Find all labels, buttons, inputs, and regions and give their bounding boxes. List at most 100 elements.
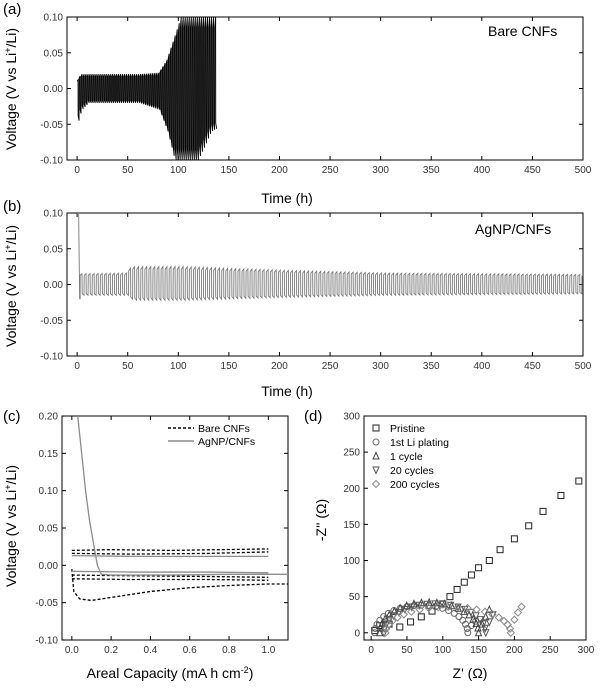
x-tick-label: 50 (401, 645, 413, 656)
nyquist-point (396, 603, 404, 612)
x-tick-label: 200 (271, 165, 288, 176)
legend-label: Bare CNFs (198, 423, 250, 435)
xlabel-d-main: Z' ( (453, 665, 473, 681)
x-tick-label: 100 (170, 361, 187, 372)
x-tick-label: 0 (74, 361, 80, 372)
ylabel-a-sup: + (3, 47, 13, 52)
profile-line-bare-cnfs (71, 578, 269, 581)
y-tick-label: 100 (343, 556, 360, 567)
x-tick-label: 400 (473, 361, 490, 372)
panel-a-label: (a) (3, 1, 21, 18)
x-tick-label: 200 (506, 645, 523, 656)
x-tick-label: 150 (470, 645, 487, 656)
y-tick-label: -0.05 (40, 316, 63, 327)
legend-label: 200 cycles (390, 479, 440, 491)
nyquist-point (407, 618, 415, 626)
nyquist-point (485, 618, 494, 627)
nyquist-point (525, 522, 533, 530)
nyquist-point (539, 507, 547, 515)
nyquist-point (510, 535, 518, 543)
y-tick-label: 0.05 (44, 48, 64, 59)
nyquist-point (443, 602, 453, 611)
nyquist-point (439, 600, 447, 609)
ylabel-d-main: -Z'' ( (313, 514, 329, 541)
y-tick-label: -0.10 (40, 156, 63, 167)
y-tick-label: 0 (354, 628, 360, 639)
x-tick-label: 150 (221, 165, 238, 176)
ylabel-b-main: Voltage (V vs Li (3, 250, 19, 347)
nyquist-point (395, 608, 403, 618)
nyquist-point (467, 622, 475, 630)
x-tick-label: 50 (122, 165, 134, 176)
nyquist-point (388, 616, 397, 626)
y-tick-label: 0.05 (44, 244, 64, 255)
ylabel-a-main: Voltage (V vs Li (3, 53, 19, 150)
x-tick-label: 250 (322, 361, 339, 372)
x-tick-label: 0 (368, 645, 374, 656)
nyquist-point (455, 613, 463, 621)
nyquist-point (399, 610, 409, 619)
nyquist-point (408, 603, 416, 612)
legend-marker (372, 438, 380, 446)
legend-marker (371, 479, 381, 489)
nyquist-point (393, 613, 402, 622)
panel-c-xlabel: Areal Capacity (mA h cm-2) (87, 665, 254, 681)
panel-c: (c) Areal Capacity (mA h cm-2) Voltage (… (3, 408, 289, 681)
panel-b-annotation: AgNP/CNFs (475, 221, 551, 237)
panel-a-ylabel: Voltage (V vs Li+/Li) (3, 28, 19, 150)
x-tick-label: 0.6 (183, 645, 197, 656)
nyquist-point (434, 602, 443, 612)
nyquist-point (401, 605, 409, 615)
panel-a-annotation: Bare CNFs (488, 23, 557, 39)
x-tick-label: 250 (542, 645, 559, 656)
nyquist-point (415, 605, 424, 614)
nyquist-point (464, 629, 472, 637)
y-tick-label: -0.05 (35, 598, 58, 609)
x-tick-label: 100 (170, 165, 187, 176)
y-tick-label: 0.00 (44, 280, 64, 291)
nyquist-point (474, 628, 483, 637)
legend-marker (372, 466, 380, 475)
y-tick-label: -0.10 (35, 636, 58, 647)
nyquist-point (446, 593, 454, 601)
legend-label: 1 cycle (390, 451, 423, 463)
y-tick-label: 0.00 (44, 84, 64, 95)
x-tick-label: 350 (423, 361, 440, 372)
y-tick-label: 0.15 (39, 449, 59, 460)
voltage-trace (77, 213, 583, 302)
legend-label: AgNP/CNFs (198, 436, 255, 448)
nyquist-point (506, 628, 516, 637)
x-tick-label: 300 (372, 165, 389, 176)
profile-line-agnp-cnfs (71, 554, 269, 558)
panel-c-label: (c) (3, 408, 21, 425)
plot-frame (363, 415, 587, 641)
panel-d-xlabel: Z' (Ω) (453, 665, 488, 681)
y-tick-label: 150 (343, 520, 360, 531)
panel-d: (d) Z' (Ω) -Z'' (Ω) 0 50 100 150 200 250 30005… (304, 408, 595, 681)
nyquist-point (424, 603, 433, 613)
nyquist-point (480, 607, 490, 616)
legend-marker (372, 424, 380, 432)
nyquist-point (505, 624, 515, 633)
nyquist-point (381, 628, 390, 637)
nyquist-point (453, 585, 461, 593)
panel-d-label: (d) (304, 408, 322, 425)
x-tick-label: 0.4 (143, 645, 157, 656)
nyquist-point (517, 602, 526, 611)
nyquist-point (472, 618, 480, 627)
nyquist-point (396, 623, 404, 631)
nyquist-point (481, 629, 490, 638)
nyquist-point (467, 571, 475, 579)
nyquist-point (557, 491, 565, 499)
y-tick-label: 0.10 (39, 486, 59, 497)
nyquist-point (503, 620, 512, 629)
ylabel-b-end: /Li) (3, 225, 19, 244)
ylabel-c-end: /Li) (3, 465, 19, 484)
x-tick-label: 150 (221, 361, 238, 372)
nyquist-point (407, 607, 416, 616)
nyquist-point (478, 619, 486, 628)
x-tick-label: 0.8 (222, 645, 236, 656)
nyquist-point (469, 614, 477, 623)
x-tick-label: 450 (524, 165, 541, 176)
